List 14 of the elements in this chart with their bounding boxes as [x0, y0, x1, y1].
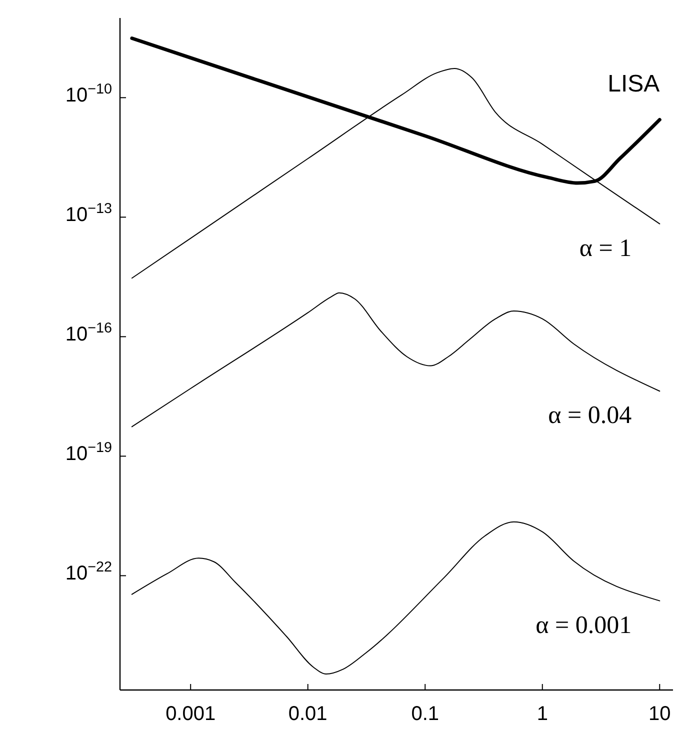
x-tick-label: 10 [648, 703, 671, 725]
y-tick-label: 10$^{−19}$ [65, 440, 112, 466]
y-tick-label: 10$^{−13}$ [65, 201, 112, 226]
y-tick-label: 10$^{−10}$ [65, 82, 112, 107]
series-label: α = 0.04 [548, 402, 632, 430]
x-tick-label: 1 [536, 703, 548, 725]
x-tick-label: 0.01 [288, 703, 328, 725]
series-label: α = 0.001 [536, 612, 632, 639]
x-tick-label: 0.1 [411, 703, 440, 725]
series-label: LISA [608, 70, 660, 98]
x-tick-label: 0.001 [166, 703, 216, 725]
y-tick-label: 10$^{−22}$ [65, 560, 112, 585]
series-label: α = 1 [579, 234, 632, 262]
y-tick-label: 10$^{−16}$ [65, 320, 112, 346]
